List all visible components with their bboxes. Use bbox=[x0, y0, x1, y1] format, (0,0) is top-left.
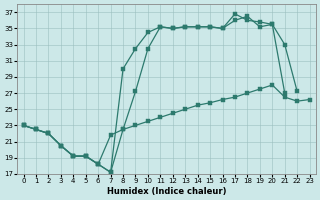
X-axis label: Humidex (Indice chaleur): Humidex (Indice chaleur) bbox=[107, 187, 226, 196]
